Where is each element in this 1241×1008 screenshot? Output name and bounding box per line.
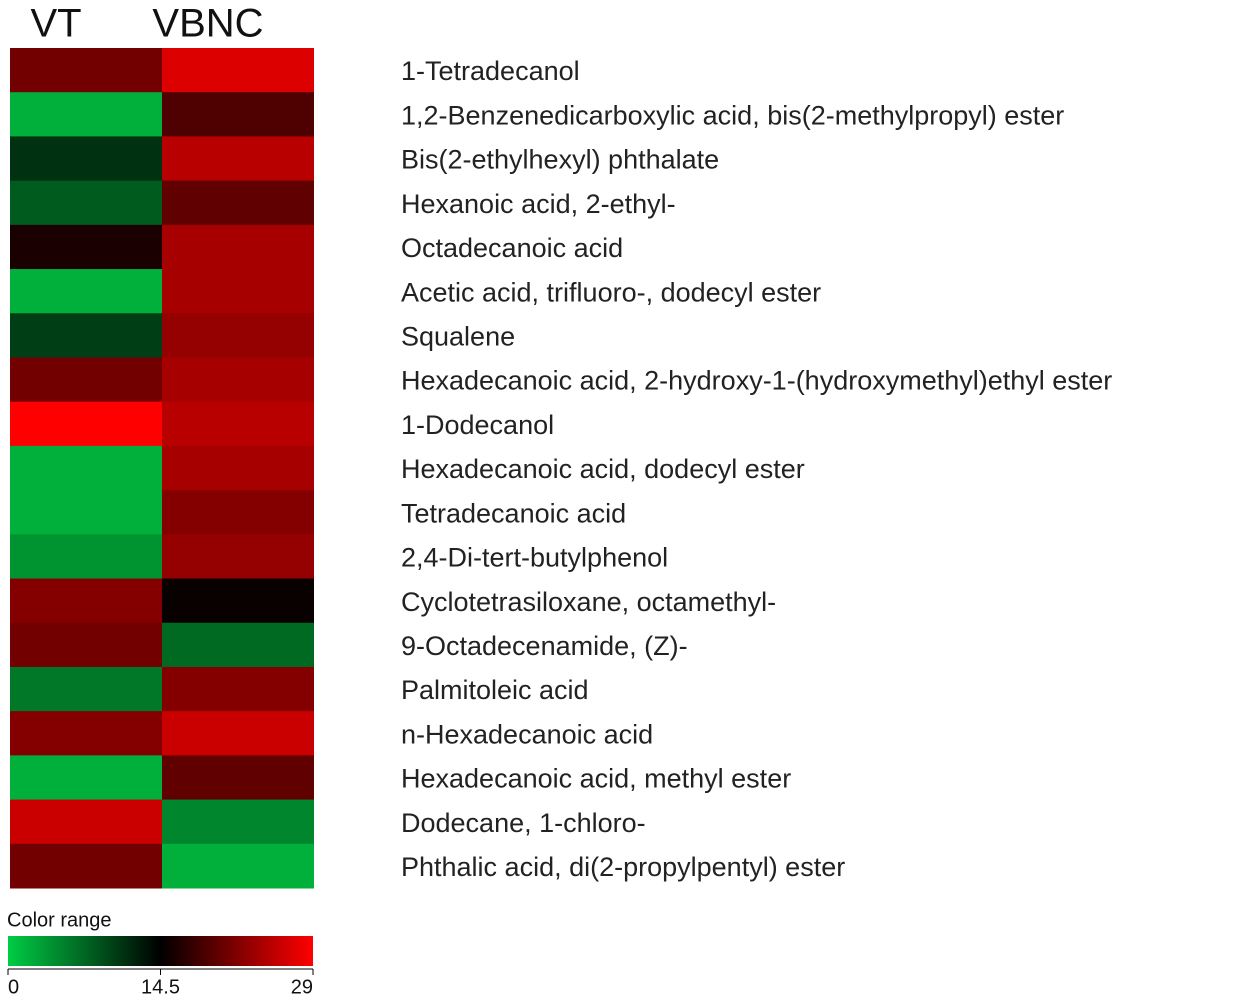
heatmap-cell: [10, 666, 162, 712]
heatmap-cell: [10, 755, 162, 801]
heatmap-cell: [10, 357, 162, 403]
row-label: Dodecane, 1-chloro-: [401, 808, 646, 838]
heatmap-cell: [10, 622, 162, 668]
heatmap-cell: [162, 843, 314, 889]
heatmap-cell: [162, 578, 314, 624]
heatmap-cell: [162, 799, 314, 845]
heatmap-cell: [162, 313, 314, 358]
heatmap-cell: [10, 711, 162, 756]
row-label: 1-Tetradecanol: [401, 56, 580, 86]
row-label: Tetradecanoic acid: [401, 498, 626, 528]
heatmap-cell: [10, 799, 162, 845]
column-label: VBNC: [152, 2, 263, 46]
row-label: Hexanoic acid, 2-ethyl-: [401, 189, 676, 219]
heatmap-cell: [162, 755, 314, 801]
heatmap-cell: [10, 843, 162, 889]
heatmap-cell: [10, 401, 162, 447]
heatmap-cell: [162, 180, 314, 226]
row-label: Octadecanoic acid: [401, 233, 623, 263]
heatmap-cell: [10, 180, 162, 226]
row-label: 9-Octadecenamide, (Z)-: [401, 631, 688, 661]
heatmap-cell: [162, 666, 314, 712]
colorbar-tick-label: 14.5: [141, 976, 180, 998]
heatmap-cell: [10, 136, 162, 182]
heatmap-cell: [10, 224, 162, 270]
heatmap-cell: [10, 48, 162, 93]
colorbar-tick-label: 29: [291, 976, 313, 998]
colorbar-title: Color range: [7, 909, 112, 931]
heatmap-cell: [162, 136, 314, 182]
row-label: 2,4-Di-tert-butylphenol: [401, 543, 668, 573]
row-label: 1,2-Benzenedicarboxylic acid, bis(2-meth…: [401, 100, 1064, 130]
row-label: Squalene: [401, 321, 515, 351]
heatmap-cell: [10, 490, 162, 535]
heatmap-cell: [162, 48, 314, 93]
colorbar: [8, 936, 313, 966]
heatmap-cell: [162, 711, 314, 756]
row-label: Bis(2-ethylhexyl) phthalate: [401, 145, 719, 175]
row-label: Phthalic acid, di(2-propylpentyl) ester: [401, 852, 845, 882]
heatmap-cell: [162, 445, 314, 491]
heatmap-cell: [10, 313, 162, 358]
row-label: Hexadecanoic acid, methyl ester: [401, 764, 791, 794]
heatmap-cell: [10, 578, 162, 624]
colorbar-tick-label: 0: [8, 976, 19, 998]
heatmap-cell: [10, 92, 162, 137]
row-label: n-Hexadecanoic acid: [401, 719, 653, 749]
heatmap-cell: [162, 357, 314, 403]
row-label: Palmitoleic acid: [401, 675, 589, 705]
heatmap-cell: [162, 92, 314, 137]
heatmap-cell: [162, 269, 314, 314]
heatmap-cell: [162, 622, 314, 668]
row-label: Hexadecanoic acid, 2-hydroxy-1-(hydroxym…: [401, 366, 1112, 396]
heatmap-cell: [162, 224, 314, 270]
heatmap-cell: [10, 534, 162, 580]
heatmap-cell: [162, 490, 314, 535]
heatmap-cell: [162, 534, 314, 580]
row-label: Acetic acid, trifluoro-, dodecyl ester: [401, 277, 821, 307]
row-label: 1-Dodecanol: [401, 410, 554, 440]
row-label: Hexadecanoic acid, dodecyl ester: [401, 454, 805, 484]
heatmap-cell: [162, 401, 314, 447]
row-label: Cyclotetrasiloxane, octamethyl-: [401, 587, 776, 617]
heatmap-cell: [10, 269, 162, 314]
heatmap-cell: [10, 445, 162, 491]
column-label: VT: [30, 2, 81, 46]
